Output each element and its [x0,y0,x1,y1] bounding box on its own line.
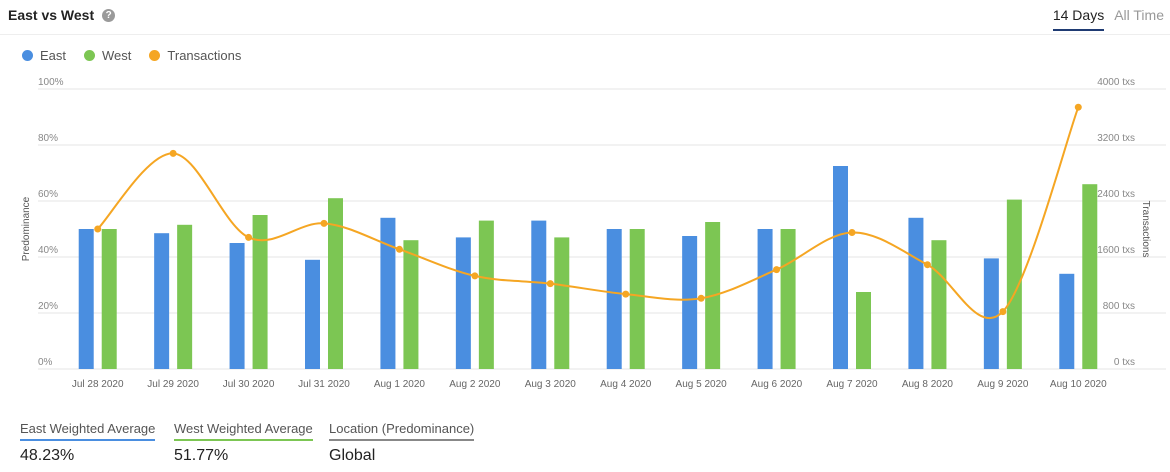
bar-east [682,236,698,369]
legend-label-east: East [40,48,67,63]
y-tick-label-right: 0 txs [1114,357,1135,368]
x-tick-label: Aug 3 2020 [525,379,577,390]
transactions-point [320,219,328,227]
y-tick-label-left: 0% [38,357,53,368]
bar-east [380,217,396,369]
bar-west [1006,199,1022,369]
transactions-point [395,245,403,253]
stat-west-label[interactable]: West Weighted Average [174,421,313,441]
x-tick-label: Jul 28 2020 [72,379,124,390]
bar-west [554,237,570,369]
transactions-point [471,272,479,280]
bar-west [780,229,796,369]
east-west-chart: 0% 20% 40% 60% 80% 100% 0 txs 800 txs 1600 txs 24… [21,77,1166,390]
legend-label-transactions: Transactions [167,48,242,63]
help-icon[interactable]: ? [102,8,116,22]
y-tick-label-right: 1600 txs [1097,245,1135,256]
transactions-line [96,106,1080,320]
legend-dot-transactions [149,50,161,61]
stat-east-value: 48.23% [20,447,75,464]
bar-east [908,217,924,369]
bar-west [629,229,645,369]
bar-west [328,198,343,369]
y-tick-label-left: 100% [38,77,64,88]
bar-west [931,240,947,369]
y-axis-title-right: Transactions [1140,201,1151,258]
x-tick-label: Aug 1 2020 [374,379,426,390]
transactions-point [923,261,931,269]
stat-location-label[interactable]: Location (Predominance) [329,421,475,441]
bar-east [229,243,245,369]
transactions-point [245,233,253,241]
x-tick-label: Jul 31 2020 [298,379,350,390]
transactions-point [999,308,1007,316]
stat-west-value: 51.77% [174,447,229,464]
legend-label-west: West [102,48,132,63]
y-tick-label-left: 40% [38,245,58,256]
legend-dot-east [22,50,33,61]
x-tick-label: Jul 29 2020 [147,379,199,390]
bar-west [403,240,419,369]
x-tick-label: Aug 2 2020 [449,379,501,390]
bar-east [305,259,320,369]
stat-east-average: East Weighted Average 48.23% [20,420,160,465]
chart-legend: East West Transactions [22,48,241,63]
header-divider [0,34,1170,35]
bar-east [606,229,622,369]
y-tick-label-right: 2400 txs [1097,189,1135,200]
bar-west [101,229,117,369]
stat-location: Location (Predominance) Global [329,420,499,465]
bar-west [856,292,871,369]
x-tick-label: Aug 4 2020 [600,379,652,390]
bar-west [252,215,268,369]
bar-east [154,233,170,369]
legend-item-west[interactable]: West [84,48,131,63]
x-tick-label: Aug 9 2020 [977,379,1029,390]
tab-all-time[interactable]: All Time [1114,7,1164,23]
stat-east-label[interactable]: East Weighted Average [20,421,156,441]
y-tick-label-left: 80% [38,133,58,144]
y-tick-label-left: 20% [38,301,58,312]
y-tick-label-right: 4000 txs [1097,77,1135,88]
transactions-point [546,280,554,288]
x-tick-label: Jul 30 2020 [223,379,275,390]
stat-west-average: West Weighted Average 51.77% [174,420,315,465]
y-tick-label-right: 3200 txs [1097,133,1135,144]
x-tick-label: Aug 10 2020 [1050,379,1107,390]
bar-east [531,220,547,369]
transactions-point [169,149,177,157]
x-tick-label: Aug 6 2020 [751,379,803,390]
transactions-point [773,266,781,274]
bar-west [478,220,494,369]
bar-east [455,237,471,369]
bar-east [1059,273,1075,369]
transactions-point [697,294,705,302]
transactions-point [622,290,630,298]
stats-row: East Weighted Average 48.23% West Weight… [20,420,513,465]
bar-east [833,166,848,369]
y-tick-label-right: 800 txs [1103,301,1135,312]
x-tick-label: Aug 5 2020 [676,379,728,390]
bar-east [983,258,999,369]
stat-location-value: Global [329,447,376,464]
tab-14-days[interactable]: 14 Days [1052,7,1105,31]
transactions-point [1074,103,1082,111]
bar-east [78,229,94,369]
chart-title-text: East vs West [8,7,95,23]
legend-dot-west [84,50,96,61]
bar-west [1082,184,1098,369]
period-tabs: 14 Days All Time [1052,7,1164,31]
y-tick-label-left: 60% [38,189,58,200]
bar-east [757,229,773,369]
transactions-point [848,229,856,236]
bar-west [177,224,193,369]
x-tick-label: Aug 7 2020 [826,379,878,390]
legend-item-east[interactable]: East [22,48,66,63]
y-axis-title-left: Predominance [21,196,32,261]
chart-title: East vs West ? [8,7,116,23]
legend-item-transactions[interactable]: Transactions [149,48,241,63]
x-tick-label: Aug 8 2020 [902,379,954,390]
transactions-point [94,225,102,233]
